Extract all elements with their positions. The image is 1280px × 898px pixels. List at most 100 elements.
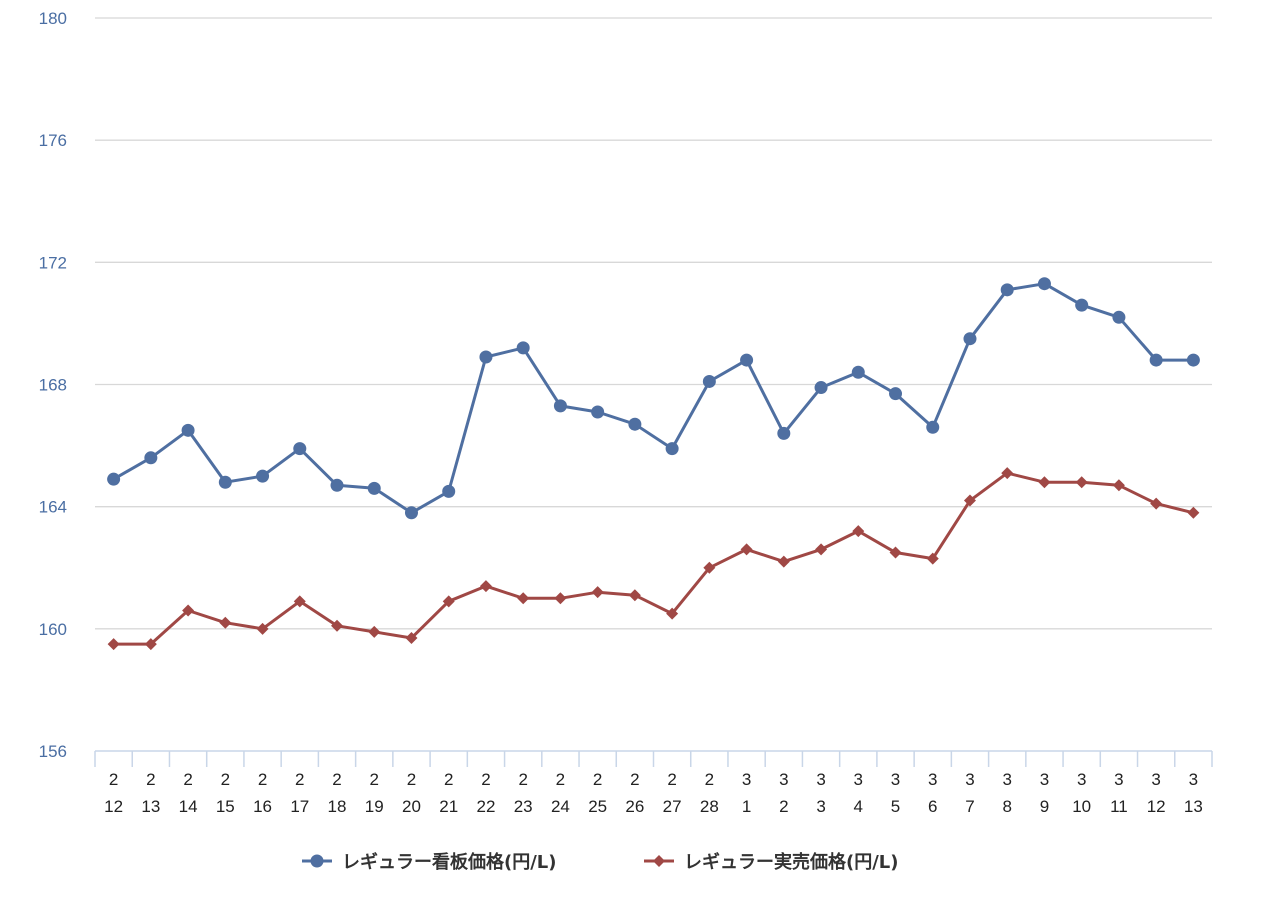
data-point-diamond[interactable] <box>293 595 306 608</box>
data-point-diamond[interactable] <box>1187 506 1200 519</box>
data-point-diamond[interactable] <box>740 543 753 556</box>
data-point-diamond[interactable] <box>666 607 679 620</box>
x-tick-label-month: 2 <box>481 770 490 789</box>
data-point-diamond[interactable] <box>144 638 157 651</box>
legend-diamond-marker <box>653 855 665 867</box>
data-point-circle[interactable] <box>516 341 530 355</box>
data-point-circle[interactable] <box>181 423 195 437</box>
data-point-diamond[interactable] <box>703 561 716 574</box>
y-tick-label: 160 <box>39 620 67 639</box>
data-point-circle[interactable] <box>628 417 642 431</box>
legend-item-1[interactable]: レギュラー看板価格(円/L) <box>302 851 557 873</box>
data-point-diamond[interactable] <box>1001 467 1014 480</box>
data-point-circle[interactable] <box>144 451 158 465</box>
data-point-diamond[interactable] <box>107 638 120 651</box>
data-point-circle[interactable] <box>851 365 865 379</box>
data-point-circle[interactable] <box>814 381 828 395</box>
x-tick-label-month: 2 <box>444 770 453 789</box>
data-point-circle[interactable] <box>1186 353 1200 367</box>
x-tick-label-month: 3 <box>965 770 974 789</box>
data-point-circle[interactable] <box>367 481 381 495</box>
data-point-diamond[interactable] <box>777 555 790 568</box>
data-point-diamond[interactable] <box>1075 476 1088 489</box>
data-point-circle[interactable] <box>777 426 791 440</box>
x-tick-label-month: 3 <box>854 770 863 789</box>
x-tick-label-month: 2 <box>705 770 714 789</box>
data-point-circle[interactable] <box>218 475 232 489</box>
x-tick-label-month: 2 <box>221 770 230 789</box>
data-point-circle[interactable] <box>256 469 270 483</box>
data-point-diamond[interactable] <box>479 580 492 593</box>
data-point-circle[interactable] <box>1037 277 1051 291</box>
x-tick-label-month: 2 <box>518 770 527 789</box>
x-tick-label-month: 3 <box>1040 770 1049 789</box>
data-point-diamond[interactable] <box>815 543 828 556</box>
data-point-circle[interactable] <box>889 387 903 401</box>
series-line <box>112 471 1195 646</box>
data-point-circle[interactable] <box>702 374 716 388</box>
data-point-circle[interactable] <box>1075 298 1089 312</box>
x-tick-label-month: 2 <box>183 770 192 789</box>
data-point-circle[interactable] <box>963 332 977 346</box>
data-point-diamond[interactable] <box>368 625 381 638</box>
data-point-circle[interactable] <box>293 442 307 456</box>
data-point-circle[interactable] <box>740 353 754 367</box>
x-tick-label-day: 20 <box>402 797 421 816</box>
x-axis: 2122132142152162172182192202212222232242… <box>94 750 1213 816</box>
legend[interactable]: レギュラー看板価格(円/L) レギュラー実売価格(円/L) <box>302 851 899 873</box>
x-tick-label-day: 22 <box>476 797 495 816</box>
data-point-diamond[interactable] <box>926 552 939 565</box>
data-point-circle[interactable] <box>591 405 605 419</box>
series-2 <box>107 467 1200 651</box>
legend-label: レギュラー看板価格(円/L) <box>342 851 557 873</box>
data-point-circle[interactable] <box>665 442 679 456</box>
data-point-diamond[interactable] <box>963 494 976 507</box>
x-tick-label-day: 6 <box>928 797 937 816</box>
data-point-diamond[interactable] <box>182 604 195 617</box>
data-point-diamond[interactable] <box>517 592 530 605</box>
data-point-circle[interactable] <box>107 472 121 486</box>
data-point-diamond[interactable] <box>628 589 641 602</box>
x-tick-label-day: 2 <box>779 797 788 816</box>
data-point-circle[interactable] <box>1112 310 1126 324</box>
data-point-diamond[interactable] <box>554 592 567 605</box>
x-tick-label-day: 11 <box>1110 797 1128 816</box>
x-tick-label-month: 3 <box>816 770 825 789</box>
legend-circle-marker <box>310 854 324 868</box>
y-tick-label: 156 <box>39 742 67 761</box>
x-tick-label-month: 3 <box>1189 770 1198 789</box>
y-tick-label: 172 <box>39 253 67 272</box>
data-point-circle[interactable] <box>404 506 418 520</box>
data-point-diamond[interactable] <box>331 619 344 632</box>
data-point-circle[interactable] <box>1000 283 1014 297</box>
data-point-circle[interactable] <box>479 350 493 364</box>
data-point-diamond[interactable] <box>442 595 455 608</box>
x-tick-label-month: 2 <box>593 770 602 789</box>
legend-item-2[interactable]: レギュラー実売価格(円/L) <box>644 851 899 873</box>
data-point-diamond[interactable] <box>1150 497 1163 510</box>
data-point-diamond[interactable] <box>1038 476 1051 489</box>
x-tick-label-day: 13 <box>1184 797 1203 816</box>
data-point-diamond[interactable] <box>591 586 604 599</box>
x-tick-label-day: 23 <box>514 797 533 816</box>
data-point-circle[interactable] <box>330 478 344 492</box>
x-tick-label-month: 2 <box>556 770 565 789</box>
y-tick-label: 180 <box>39 9 67 28</box>
x-tick-label-day: 7 <box>965 797 974 816</box>
data-point-diamond[interactable] <box>219 616 232 629</box>
data-point-diamond[interactable] <box>852 525 865 538</box>
x-tick-label-month: 3 <box>742 770 751 789</box>
x-tick-label-month: 2 <box>295 770 304 789</box>
data-point-diamond[interactable] <box>256 622 269 635</box>
data-point-diamond[interactable] <box>405 631 418 644</box>
data-point-diamond[interactable] <box>889 546 902 559</box>
data-point-diamond[interactable] <box>1112 479 1125 492</box>
data-point-circle[interactable] <box>442 484 456 498</box>
x-tick-label-day: 10 <box>1072 797 1091 816</box>
data-point-circle[interactable] <box>1149 353 1163 367</box>
x-tick-label-day: 8 <box>1002 797 1011 816</box>
x-tick-label-day: 12 <box>104 797 123 816</box>
data-point-circle[interactable] <box>553 399 567 413</box>
data-point-circle[interactable] <box>926 420 940 434</box>
